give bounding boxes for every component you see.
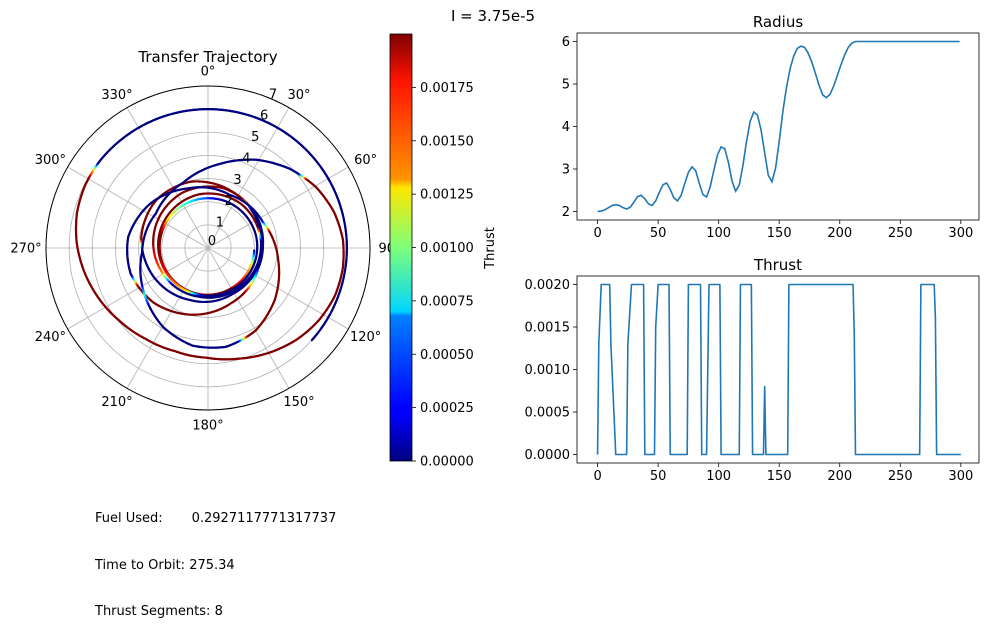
y-tick-label: 3 (562, 163, 570, 178)
trajectory-segment (312, 339, 313, 340)
theta-tick-label: 60° (354, 153, 377, 168)
axes-frame (577, 33, 979, 220)
colorbar-tick-label: 0.00150 (420, 134, 474, 149)
theta-tick-label: 150° (283, 395, 314, 410)
x-tick-label: 150 (767, 469, 792, 484)
thrust-title: Thrust (753, 256, 802, 274)
theta-tick-label: 330° (101, 88, 132, 103)
fuel-used-label: Fuel Used: (95, 511, 163, 526)
theta-tick-label: 300° (35, 153, 66, 168)
colorbar-tick-label: 0.00050 (420, 348, 474, 363)
theta-tick-label: 120° (350, 330, 381, 345)
thrust-segments-row: Thrust Segments: 8 (95, 604, 336, 620)
x-tick-label: 300 (948, 469, 973, 484)
colorbar-tick-label: 0.00025 (420, 401, 474, 416)
y-tick-label: 0.0015 (525, 321, 571, 336)
y-tick-label: 0.0005 (525, 406, 571, 421)
r-tick-label: 0 (208, 234, 216, 249)
colorbar-tick-label: 0.00175 (420, 81, 474, 96)
r-tick-label: 3 (233, 173, 241, 188)
x-tick-label: 0 (593, 226, 601, 241)
y-tick-label: 0.0010 (525, 363, 571, 378)
y-tick-label: 5 (562, 78, 570, 93)
fuel-used-row: Fuel Used: 0.2927117771317737 (95, 511, 336, 527)
x-tick-label: 50 (650, 226, 667, 241)
thrust-colorbar: 0.00000 0.00025 0.00050 0.00075 0.00100 0.001… (390, 34, 498, 470)
x-tick-label: 100 (706, 226, 731, 241)
figure: I = 3.75e-5 Transfer Trajectory 0° 30° 60°… (0, 0, 989, 538)
y-tick-label: 0.0020 (525, 278, 571, 293)
radius-axes: 0 50 100 150 200 250 300 2 3 4 5 6 (562, 33, 979, 241)
time-to-orbit-row: Time to Orbit: 275.34 (95, 558, 336, 574)
theta-tick-label: 270° (10, 242, 41, 257)
time-to-orbit-value: 275.34 (189, 558, 235, 573)
thrust-plot: Thrust 0 50 100 150 200 250 300 0.0000 0.0005 0.0… (525, 256, 980, 484)
r-tick-label: 4 (242, 151, 250, 166)
x-tick-label: 50 (650, 469, 667, 484)
theta-tick-label: 240° (35, 330, 66, 345)
polar-grid-spoke (68, 248, 208, 329)
thrust-segments-label: Thrust Segments: (95, 604, 210, 619)
r-tick-label: 6 (260, 109, 268, 124)
theta-tick-label: 0° (201, 65, 216, 80)
radius-title: Radius (753, 13, 803, 31)
x-tick-label: 150 (767, 226, 792, 241)
theta-tick-label: 180° (192, 419, 223, 434)
colorbar-tick-label: 0.00075 (420, 294, 474, 309)
polar-grid-spoke (127, 108, 208, 248)
x-tick-label: 200 (827, 469, 852, 484)
colorbar-ticks: 0.00000 0.00025 0.00050 0.00075 0.00100 0.001… (412, 81, 474, 470)
thrust-series-line (598, 285, 961, 455)
x-tick-label: 300 (948, 226, 973, 241)
polar-trajectory-plot: Transfer Trajectory 0°30°60°90°120°150°1… (10, 48, 401, 434)
time-to-orbit-label: Time to Orbit: (95, 558, 185, 573)
x-tick-label: 250 (888, 469, 913, 484)
colorbar-tick-label: 0.00100 (420, 241, 474, 256)
colorbar-label: Thrust (483, 227, 498, 270)
axes-frame (577, 276, 979, 463)
stats-box: Fuel Used: 0.2927117771317737 Time to Or… (95, 480, 336, 635)
y-tick-label: 4 (562, 120, 570, 135)
x-tick-label: 250 (888, 226, 913, 241)
x-tick-label: 0 (593, 469, 601, 484)
fuel-used-value: 0.2927117771317737 (192, 511, 337, 526)
y-tick-label: 2 (562, 205, 570, 220)
x-tick-label: 100 (706, 469, 731, 484)
colorbar-tick-label: 0.00000 (420, 455, 474, 470)
colorbar-gradient (390, 34, 412, 461)
theta-tick-label: 30° (287, 88, 310, 103)
radius-plot: Radius 0 50 100 150 200 250 300 2 3 4 5 6 (562, 13, 979, 241)
r-tick-label: 5 (251, 130, 259, 145)
x-tick-label: 200 (827, 226, 852, 241)
colorbar-tick-label: 0.00125 (420, 188, 474, 203)
r-tick-label: 7 (269, 87, 277, 102)
y-tick-label: 6 (562, 35, 570, 50)
y-tick-label: 0.0000 (525, 448, 571, 463)
polar-grid-spoke (127, 248, 208, 388)
radius-series-line (598, 42, 960, 212)
r-tick-label: 1 (216, 216, 224, 231)
theta-tick-label: 210° (101, 395, 132, 410)
figure-suptitle: I = 3.75e-5 (451, 7, 535, 25)
thrust-segments-value: 8 (215, 604, 223, 619)
r-tick-label: 2 (225, 194, 233, 209)
polar-title: Transfer Trajectory (137, 48, 277, 66)
